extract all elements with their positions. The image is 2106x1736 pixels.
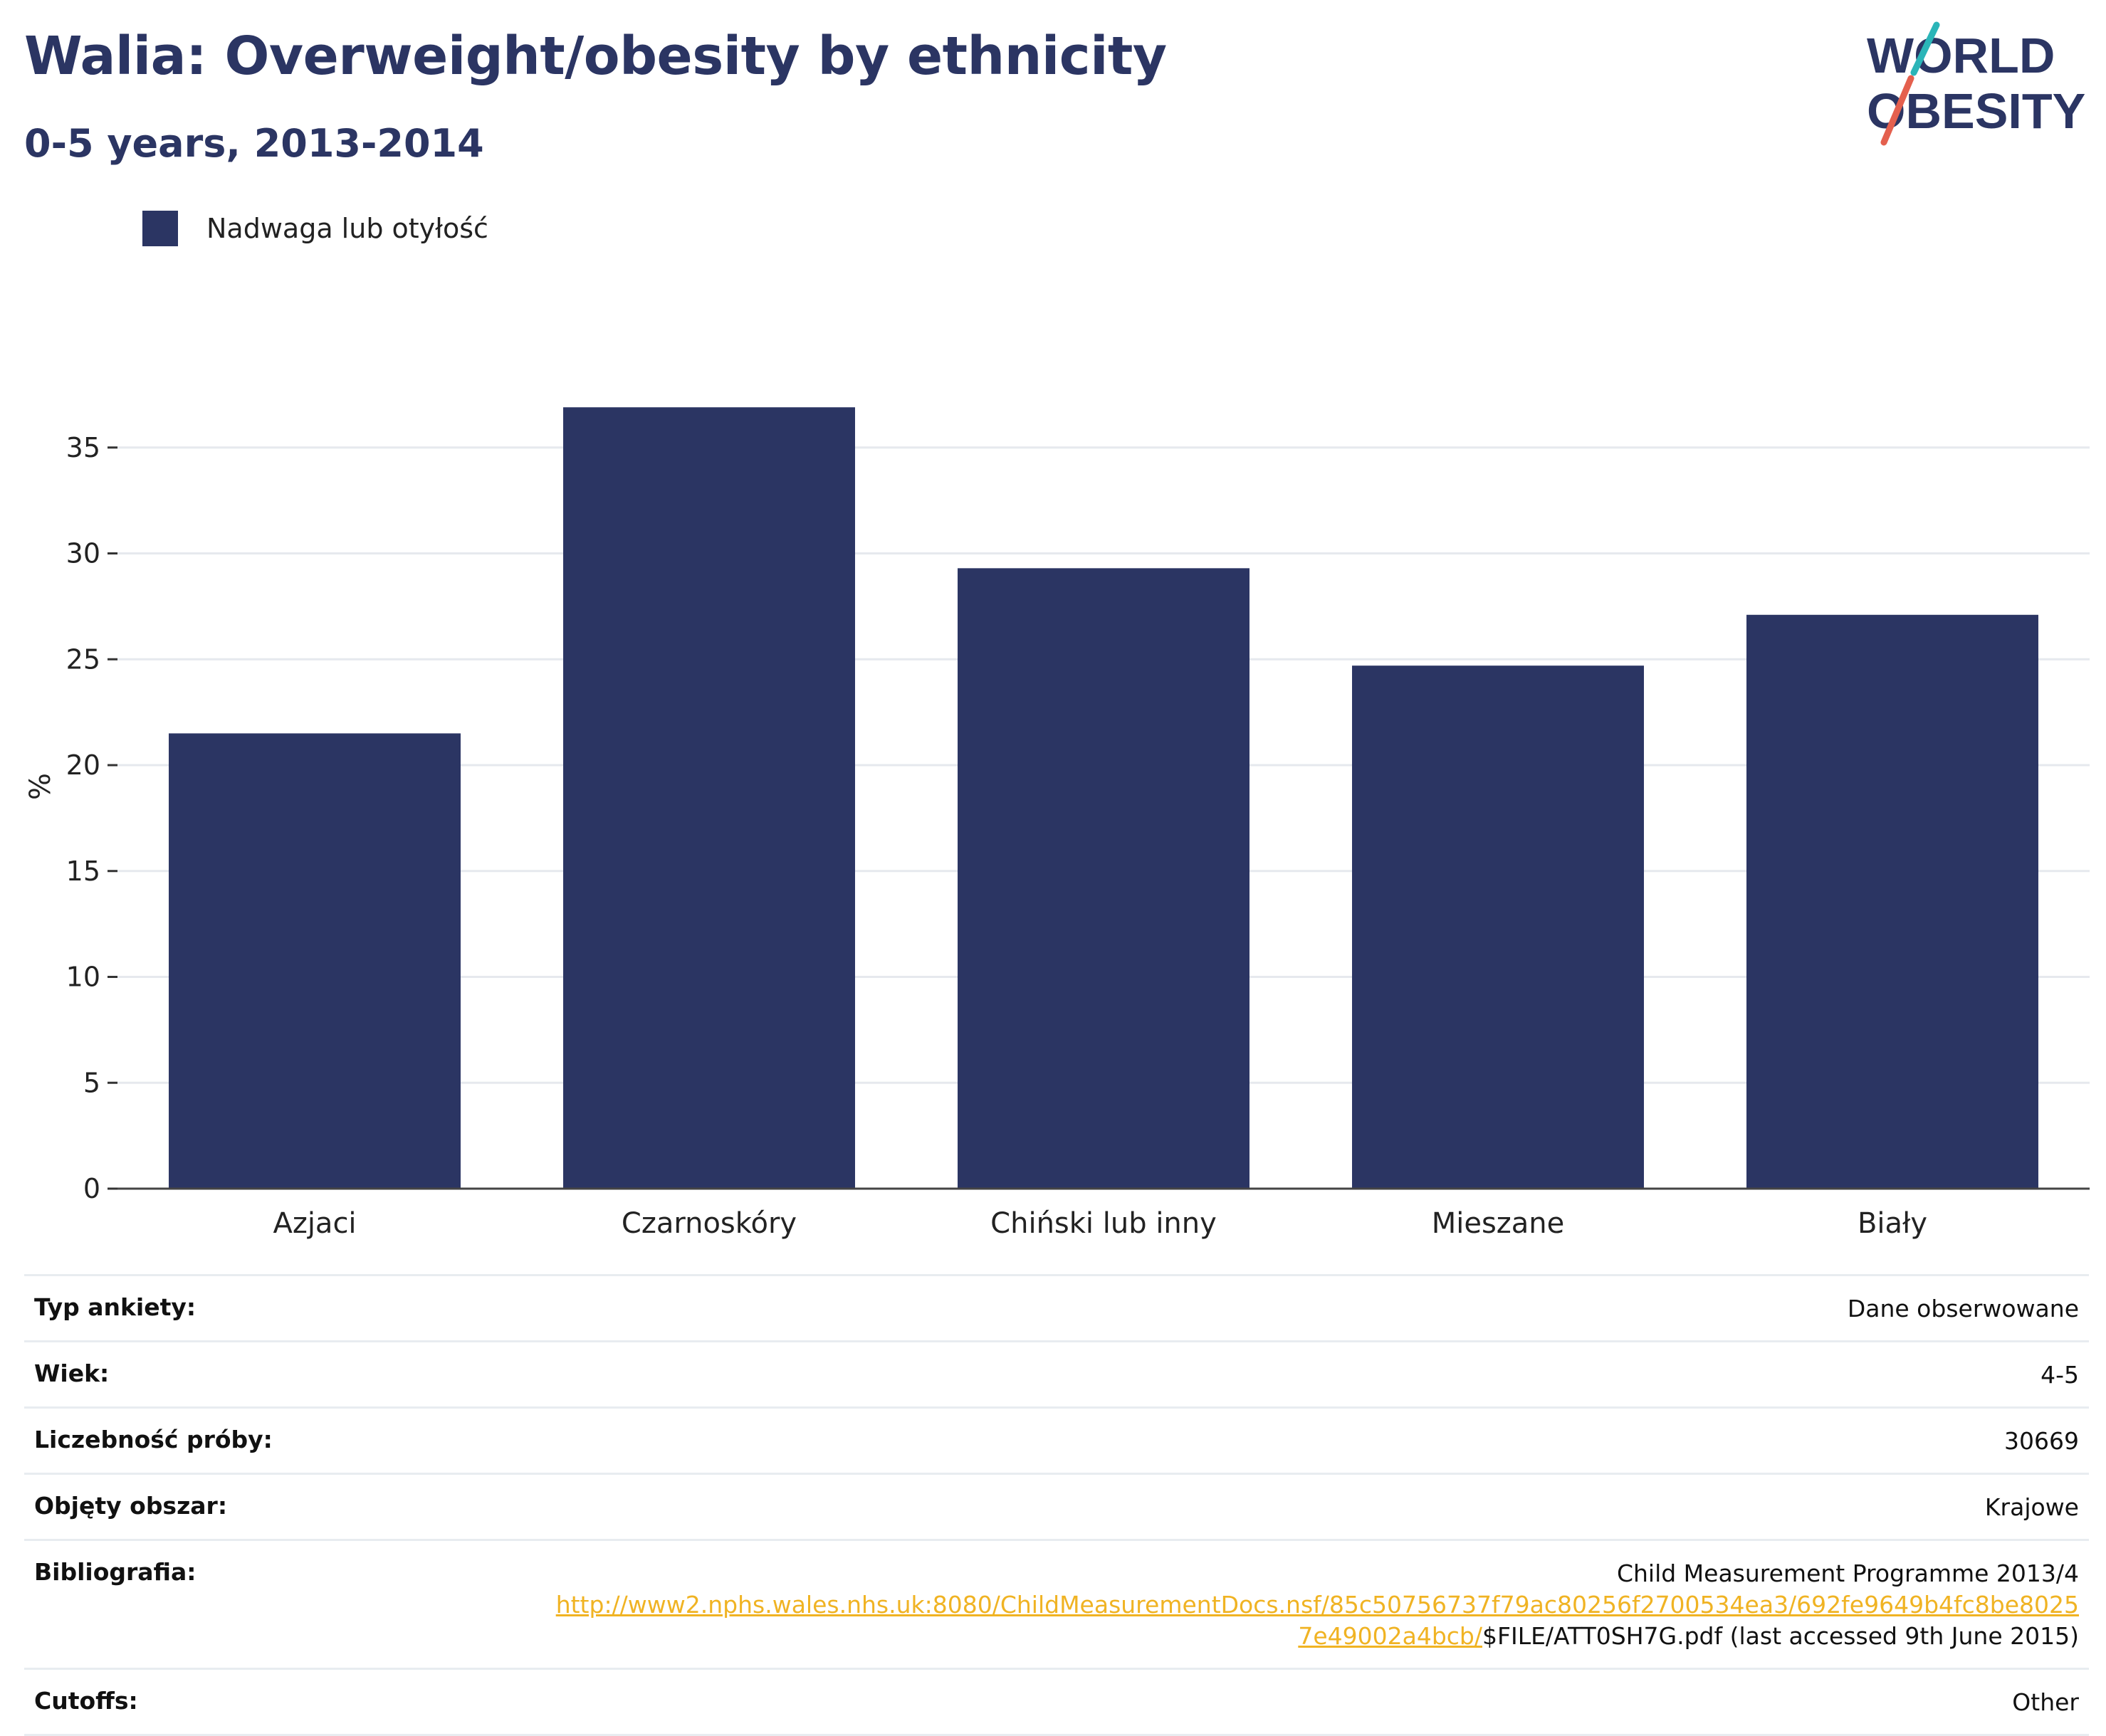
y-tick-label: 15 xyxy=(66,856,100,887)
info-value: 4-5 xyxy=(2040,1361,2079,1389)
bar-chart: 0 5 10 15 20 25 30 35% Azjaci Czarnoskóry Chiński … xyxy=(24,407,2090,1240)
info-row: Liczebność próby: 30669 xyxy=(24,1406,2089,1473)
bar xyxy=(958,568,1250,1189)
info-row: Typ ankiety: Dane obserwowane xyxy=(24,1274,2089,1340)
info-label: Objęty obszar: xyxy=(34,1492,228,1520)
y-tick-label: 35 xyxy=(66,432,100,463)
info-label: Typ ankiety: xyxy=(34,1293,197,1321)
x-tick-label: Azjaci xyxy=(273,1207,356,1240)
info-row: Cutoffs: Other xyxy=(24,1668,2089,1736)
bibliography-source: http://www2.nphs.wales.nhs.uk:8080/Child… xyxy=(548,1589,2079,1652)
y-tick-label: 20 xyxy=(66,749,100,781)
logo-text-world: WORLD xyxy=(1867,28,2055,83)
bar xyxy=(563,407,855,1189)
info-label: Wiek: xyxy=(34,1359,110,1387)
info-value: Other xyxy=(2012,1688,2079,1716)
info-row: Objęty obszar: Krajowe xyxy=(24,1473,2089,1539)
x-tick-label: Biały xyxy=(1858,1207,1927,1240)
info-value: Dane obserwowane xyxy=(1847,1295,2079,1322)
y-axis-label: % xyxy=(24,773,57,800)
world-obesity-logo: WORLD OBESITY xyxy=(1867,21,2085,146)
info-label: Liczebność próby: xyxy=(34,1426,273,1453)
info-table: Typ ankiety: Dane obserwowane Wiek: 4-5 … xyxy=(24,1274,2089,1736)
info-row-bibliography: Bibliografia: Child Measurement Programm… xyxy=(24,1539,2089,1668)
y-tick-label: 0 xyxy=(83,1173,100,1204)
page-title: Walia: Overweight/obesity by ethnicity xyxy=(24,26,1167,87)
chart-legend[interactable]: Nadwaga lub otyłość xyxy=(142,211,488,246)
legend-label: Nadwaga lub otyłość xyxy=(206,213,488,244)
x-tick-label: Chiński lub inny xyxy=(990,1207,1217,1240)
x-tick-label: Mieszane xyxy=(1432,1207,1565,1240)
legend-swatch xyxy=(142,211,178,246)
info-row: Wiek: 4-5 xyxy=(24,1340,2089,1406)
logo-slash-red xyxy=(1880,75,1914,146)
info-value: Krajowe xyxy=(1984,1493,2079,1521)
bar xyxy=(1746,614,2038,1189)
y-tick-label: 5 xyxy=(83,1067,100,1098)
info-label: Bibliografia: xyxy=(34,1558,197,1586)
bibliography-value: Child Measurement Programme 2013/4 http:… xyxy=(548,1558,2079,1652)
y-tick-label: 25 xyxy=(66,643,100,675)
y-tick-label: 30 xyxy=(66,538,100,569)
bar xyxy=(169,733,461,1189)
bibliography-text: Child Measurement Programme 2013/4 xyxy=(1616,1559,2079,1587)
x-tick-label: Czarnoskóry xyxy=(622,1207,797,1240)
info-label: Cutoffs: xyxy=(34,1687,138,1715)
y-tick-label: 10 xyxy=(66,962,100,993)
bar xyxy=(1352,666,1644,1189)
bibliography-suffix: $FILE/ATT0SH7G.pdf (last accessed 9th Ju… xyxy=(1482,1622,2079,1650)
page-subtitle: 0-5 years, 2013-2014 xyxy=(24,121,484,166)
logo-slash-teal xyxy=(1910,21,1940,76)
info-value: 30669 xyxy=(2004,1427,2079,1455)
bibliography-link[interactable]: http://www2.nphs.wales.nhs.uk:8080/Child… xyxy=(555,1591,2079,1650)
